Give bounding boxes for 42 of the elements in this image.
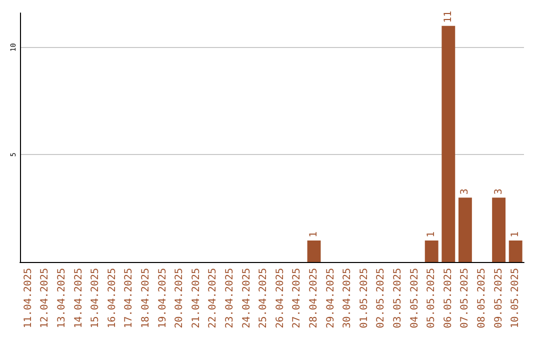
x-tick-label: 11.04.2025 [22,268,34,328]
x-tick-label: 02.05.2025 [376,268,387,328]
data-label: 3 [493,188,504,195]
x-tick-label: 28.04.2025 [308,268,320,328]
bar [442,26,456,262]
data-label: 3 [460,188,471,195]
data-label: 1 [426,232,438,238]
x-tick-label: 24.04.2025 [241,268,252,328]
x-tick-label: 26.04.2025 [274,268,286,328]
x-tick-label: 14.04.2025 [73,268,84,328]
data-label: 11 [442,10,454,23]
data-label: 1 [510,232,522,238]
bar [458,198,472,262]
x-tick-label: 08.05.2025 [476,268,488,328]
x-tick-label: 30.04.2025 [342,268,354,328]
bar [424,240,438,262]
x-tick-label: 01.05.2025 [358,268,370,328]
x-tick-label: 22.04.2025 [208,268,219,328]
x-tick-label: 20.04.2025 [174,268,186,328]
x-tick-label: 29.04.2025 [325,268,336,328]
x-tick-label: 15.04.2025 [90,268,102,328]
x-tick-label: 09.05.2025 [493,268,504,328]
x-tick-label: 23.04.2025 [224,268,236,328]
x-tick-label: 16.04.2025 [106,268,118,328]
x-tick-label: 06.05.2025 [442,268,454,328]
x-tick-label: 27.04.2025 [292,268,303,328]
x-tick-label: 07.05.2025 [460,268,471,328]
x-tick-label: 21.04.2025 [190,268,202,328]
bar [492,198,506,262]
x-tick-label: 05.05.2025 [426,268,438,328]
data-label: 1 [308,232,320,238]
x-tick-label: 25.04.2025 [258,268,270,328]
x-tick-label: 13.04.2025 [56,268,68,328]
x-tick-label: 18.04.2025 [140,268,152,328]
x-tick-label: 10.05.2025 [510,268,522,328]
x-tick-label: 12.04.2025 [40,268,51,328]
x-tick-label: 19.04.2025 [157,268,168,328]
x-tick-label: 03.05.2025 [392,268,404,328]
bar [307,240,321,262]
x-tick-label: 04.05.2025 [409,268,420,328]
bar [508,240,522,262]
x-tick-label: 17.04.2025 [124,268,135,328]
